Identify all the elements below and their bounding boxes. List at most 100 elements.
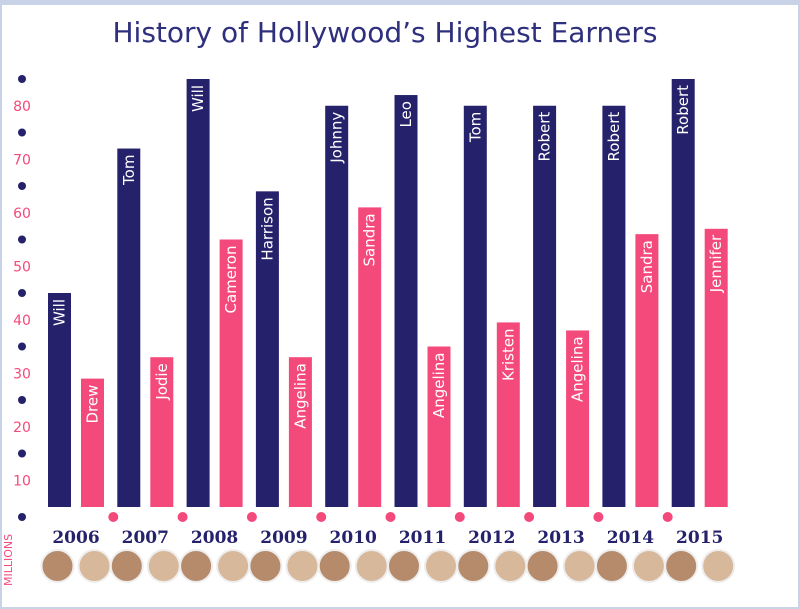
y-tick-dot: [18, 182, 26, 190]
separator-dot: [177, 512, 188, 522]
separator-dot: [454, 512, 465, 522]
separator-dot: [385, 512, 396, 522]
y-tick-label: 30: [13, 367, 31, 383]
axis-origin-dot: [18, 513, 26, 521]
chart-title: History of Hollywood’s Highest Earners: [112, 16, 657, 49]
bar: [635, 234, 659, 507]
photo: [493, 549, 528, 583]
bar-label: Drew: [84, 385, 102, 424]
x-tick-label: 2009: [260, 528, 307, 548]
bar-label: Will: [51, 299, 69, 326]
separator-dot: [662, 512, 673, 522]
bar-label: Kristen: [499, 328, 517, 381]
photo: [562, 549, 597, 583]
bar-label: Cameron: [222, 246, 240, 314]
x-tick-label: 2014: [607, 528, 654, 548]
bar-label: Jennifer: [707, 234, 725, 293]
separator-dot: [246, 512, 257, 522]
bar-label: Tom: [120, 155, 138, 186]
bar: [671, 79, 695, 507]
photo: [248, 549, 283, 583]
bar: [358, 207, 382, 507]
bar-label: Robert: [674, 85, 692, 135]
photo: [594, 549, 629, 583]
y-tick-dot: [18, 342, 26, 351]
bar-label: Sandra: [361, 213, 379, 266]
x-tick-label: 2010: [330, 528, 377, 548]
x-tick-label: 2015: [676, 528, 723, 548]
bar: [288, 357, 312, 507]
bar: [394, 95, 418, 508]
x-tick-label: 2013: [537, 528, 584, 548]
separator-dot: [108, 512, 119, 522]
bar: [186, 79, 210, 507]
y-tick-dot: [18, 75, 26, 83]
photo: [40, 549, 75, 583]
y-tick-label: 20: [13, 420, 31, 436]
bar-label: Tom: [466, 112, 484, 143]
bar-label: Johnny: [328, 112, 346, 164]
bar-label: Angelina: [291, 363, 309, 429]
photo: [216, 549, 251, 583]
bar: [533, 105, 557, 507]
photo: [701, 549, 736, 583]
x-tick-label: 2008: [191, 528, 238, 548]
y-tick-dot: [18, 449, 26, 458]
y-tick-label: 80: [13, 99, 31, 115]
bar-label: Will: [189, 85, 207, 112]
bar: [325, 105, 349, 507]
photo: [387, 549, 421, 583]
y-tick-dot: [18, 289, 26, 297]
y-tick-label: 40: [13, 313, 31, 329]
bar: [219, 239, 243, 507]
separator-dot: [316, 512, 327, 522]
bar-label: Jodie: [153, 363, 171, 401]
photo: [77, 549, 112, 583]
bar-label: Angelina: [430, 353, 448, 419]
bar: [427, 346, 451, 507]
bar-label: Harrison: [258, 197, 276, 260]
y-tick-label: 50: [13, 260, 31, 276]
photo: [146, 549, 181, 583]
bar: [566, 330, 590, 507]
bar: [602, 105, 626, 507]
bar: [81, 378, 104, 507]
separator-dot: [593, 512, 604, 522]
separator-dot: [524, 512, 535, 522]
photo: [317, 549, 352, 583]
x-tick-label: 2011: [399, 528, 446, 548]
bar-label: Sandra: [638, 240, 656, 293]
x-tick-label: 2012: [468, 528, 515, 548]
photo: [664, 549, 699, 583]
y-tick-label: 70: [13, 153, 31, 169]
y-axis-label: MILLIONS: [2, 534, 15, 586]
bar-label: Leo: [397, 101, 415, 128]
photo: [354, 549, 389, 583]
photo: [424, 549, 458, 583]
y-tick-label: 60: [13, 206, 31, 222]
bar: [463, 105, 487, 507]
bar: [255, 191, 279, 507]
bar-label: Robert: [536, 112, 554, 162]
y-tick-dot: [18, 396, 26, 404]
photo: [631, 549, 666, 583]
bar: [117, 148, 141, 508]
y-tick-label: 10: [13, 474, 31, 490]
bar: [150, 357, 174, 507]
bar-label: Robert: [605, 112, 623, 162]
photo: [109, 549, 144, 583]
bar-label: Angelina: [569, 336, 587, 402]
bar: [48, 293, 71, 507]
photo: [285, 549, 320, 583]
photo: [456, 549, 491, 583]
bar: [704, 228, 728, 508]
y-tick-dot: [18, 128, 26, 137]
x-tick-label: 2006: [52, 528, 99, 548]
y-tick-dot: [18, 235, 26, 244]
photo: [525, 549, 560, 583]
top-band: [0, 0, 800, 5]
bar: [496, 322, 520, 507]
x-tick-label: 2007: [122, 528, 169, 548]
photo: [179, 549, 214, 583]
